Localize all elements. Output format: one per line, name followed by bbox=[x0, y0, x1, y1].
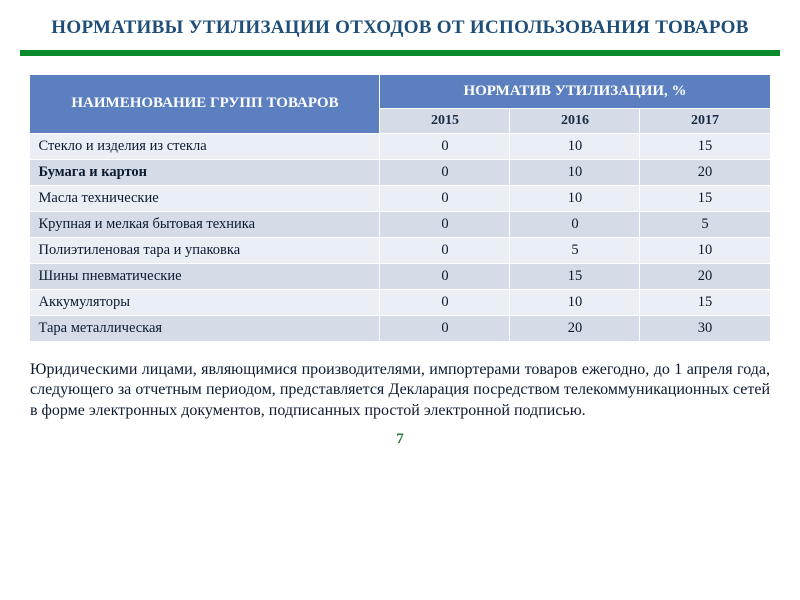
row-name: Шины пневматические bbox=[30, 263, 380, 289]
table-row: Крупная и мелкая бытовая техника005 bbox=[30, 211, 770, 237]
cell-value: 0 bbox=[380, 211, 510, 237]
table-row: Аккумуляторы01015 bbox=[30, 289, 770, 315]
cell-value: 0 bbox=[380, 185, 510, 211]
table-header-row-1: НАИМЕНОВАНИЕ ГРУПП ТОВАРОВ НОРМАТИВ УТИЛ… bbox=[30, 74, 770, 108]
table-row: Бумага и картон01020 bbox=[30, 159, 770, 185]
divider-bar bbox=[20, 50, 780, 56]
cell-value: 20 bbox=[510, 315, 640, 341]
col-header-norm: НОРМАТИВ УТИЛИЗАЦИИ, % bbox=[380, 74, 770, 108]
standards-table: НАИМЕНОВАНИЕ ГРУПП ТОВАРОВ НОРМАТИВ УТИЛ… bbox=[29, 74, 770, 342]
row-name: Крупная и мелкая бытовая техника bbox=[30, 211, 380, 237]
cell-value: 0 bbox=[380, 133, 510, 159]
table-row: Стекло и изделия из стекла01015 bbox=[30, 133, 770, 159]
col-header-year: 2015 bbox=[380, 108, 510, 133]
col-header-year: 2016 bbox=[510, 108, 640, 133]
slide: НОРМАТИВЫ УТИЛИЗАЦИИ ОТХОДОВ ОТ ИСПОЛЬЗО… bbox=[0, 0, 800, 600]
row-name: Масла технические bbox=[30, 185, 380, 211]
paragraph: Юридическими лицами, являющимися произво… bbox=[30, 360, 770, 421]
row-name: Бумага и картон bbox=[30, 159, 380, 185]
row-name: Аккумуляторы bbox=[30, 289, 380, 315]
table-row: Тара металлическая02030 bbox=[30, 315, 770, 341]
cell-value: 10 bbox=[510, 133, 640, 159]
page-number: 7 bbox=[20, 431, 780, 448]
row-name: Полиэтиленовая тара и упаковка bbox=[30, 237, 380, 263]
row-name: Стекло и изделия из стекла bbox=[30, 133, 380, 159]
cell-value: 15 bbox=[640, 289, 770, 315]
cell-value: 15 bbox=[640, 133, 770, 159]
cell-value: 10 bbox=[510, 289, 640, 315]
table-row: Полиэтиленовая тара и упаковка0510 bbox=[30, 237, 770, 263]
table-body: Стекло и изделия из стекла01015Бумага и … bbox=[30, 133, 770, 341]
cell-value: 0 bbox=[380, 263, 510, 289]
table-row: Шины пневматические01520 bbox=[30, 263, 770, 289]
cell-value: 0 bbox=[380, 237, 510, 263]
table-row: Масла технические01015 bbox=[30, 185, 770, 211]
cell-value: 0 bbox=[380, 289, 510, 315]
cell-value: 20 bbox=[640, 159, 770, 185]
cell-value: 0 bbox=[380, 159, 510, 185]
cell-value: 20 bbox=[640, 263, 770, 289]
cell-value: 10 bbox=[510, 185, 640, 211]
page-title: НОРМАТИВЫ УТИЛИЗАЦИИ ОТХОДОВ ОТ ИСПОЛЬЗО… bbox=[40, 16, 760, 40]
cell-value: 15 bbox=[510, 263, 640, 289]
cell-value: 5 bbox=[510, 237, 640, 263]
col-header-year: 2017 bbox=[640, 108, 770, 133]
cell-value: 10 bbox=[640, 237, 770, 263]
cell-value: 15 bbox=[640, 185, 770, 211]
cell-value: 0 bbox=[380, 315, 510, 341]
cell-value: 10 bbox=[510, 159, 640, 185]
cell-value: 0 bbox=[510, 211, 640, 237]
col-header-group: НАИМЕНОВАНИЕ ГРУПП ТОВАРОВ bbox=[30, 74, 380, 133]
cell-value: 30 bbox=[640, 315, 770, 341]
row-name: Тара металлическая bbox=[30, 315, 380, 341]
cell-value: 5 bbox=[640, 211, 770, 237]
